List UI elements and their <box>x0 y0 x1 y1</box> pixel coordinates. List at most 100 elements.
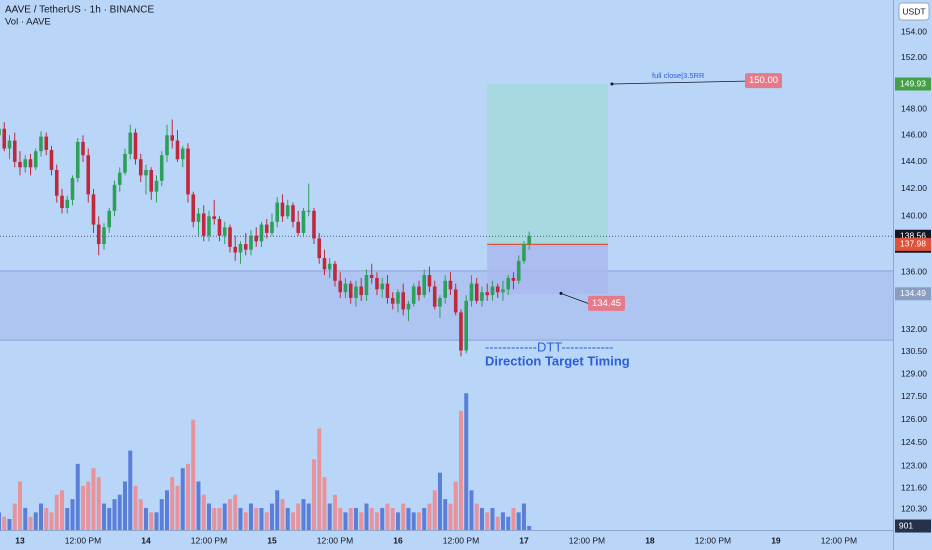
candle-body <box>375 277 379 290</box>
candle-body <box>175 140 180 160</box>
volume-bar <box>138 499 143 530</box>
volume-bar <box>280 499 285 530</box>
candle-body <box>348 283 353 298</box>
candle-body <box>191 194 196 222</box>
candle-body <box>427 275 432 287</box>
stop-note-box <box>588 295 625 311</box>
candle-body <box>254 235 259 242</box>
volume-bar <box>12 503 17 530</box>
volume-bar <box>59 490 64 530</box>
last-volume-box <box>895 519 931 533</box>
volume-bar <box>416 512 421 530</box>
volume-bar <box>38 503 43 530</box>
x-tick-label: 12:00 PM <box>191 535 227 545</box>
candle-body <box>70 178 75 200</box>
volume-bar <box>437 472 442 530</box>
candle-body <box>138 159 143 176</box>
volume-bar <box>75 463 80 530</box>
volume-bar <box>506 516 511 530</box>
candle-body <box>432 286 437 307</box>
volume-bar <box>332 494 337 530</box>
volume-bar <box>217 507 222 530</box>
volume-bar <box>164 490 169 530</box>
plot: full close|3.5RR 150.00 134.45 <box>0 71 893 530</box>
volume-bar <box>269 503 274 530</box>
candle-body <box>165 135 169 156</box>
candle-body <box>296 221 301 233</box>
volume-bar <box>511 507 516 530</box>
note-line <box>560 293 589 304</box>
volume-bar <box>338 507 343 530</box>
volume-bar <box>427 503 432 530</box>
volume-bar <box>149 512 154 530</box>
candle-body <box>474 283 479 301</box>
candle-body <box>159 155 164 181</box>
candle-body <box>312 210 316 239</box>
candle-body <box>338 280 343 293</box>
volume-bar <box>301 499 306 530</box>
volume-bar <box>86 481 91 530</box>
candle-body <box>201 213 206 236</box>
volume-bar <box>259 507 264 530</box>
candle-body <box>422 275 427 296</box>
candle-body <box>369 275 374 278</box>
volume-bar <box>112 499 117 530</box>
volume-bar <box>54 494 59 530</box>
note-dot <box>610 82 614 86</box>
candle-body <box>75 141 80 179</box>
candle-body <box>343 283 348 293</box>
candle-body <box>39 136 43 152</box>
x-tick-label: 12:00 PM <box>443 535 479 545</box>
candle-body <box>186 148 190 195</box>
candle-body <box>380 283 385 290</box>
volume-bar <box>474 503 479 530</box>
candle-body <box>396 292 400 304</box>
candle-body <box>243 244 248 250</box>
volume-bar <box>521 503 526 530</box>
candle-body <box>170 135 175 141</box>
x-tick-label: 18 <box>645 535 655 545</box>
candle-body <box>7 140 12 149</box>
candle-body <box>495 286 500 293</box>
volume-bar <box>458 410 463 530</box>
volume-bar <box>96 477 101 530</box>
volume-bar <box>175 485 180 530</box>
volume-bar <box>385 503 390 530</box>
candle-body <box>49 149 54 170</box>
volume-bar <box>264 512 269 530</box>
y-tick-label: 129.00 <box>901 368 927 378</box>
last-volume-label: 901 <box>899 520 913 530</box>
candle-body <box>112 184 117 211</box>
candle-body <box>406 303 411 310</box>
candle-body <box>0 128 1 136</box>
volume-bar <box>395 512 400 530</box>
volume-bar <box>122 481 127 530</box>
target-box <box>487 84 608 245</box>
volume-bar <box>411 512 416 530</box>
volume-bar <box>0 512 2 530</box>
currency-box[interactable] <box>898 2 930 21</box>
x-tick-label: 12:00 PM <box>569 535 605 545</box>
candle-body <box>233 246 238 253</box>
y-tick-label: 130.50 <box>901 346 927 356</box>
candle-body <box>401 292 406 310</box>
stop-box <box>487 244 608 294</box>
volume-bar <box>374 512 379 530</box>
candle-body <box>180 148 185 160</box>
volume-bar <box>432 490 437 530</box>
volume-bar <box>275 490 280 530</box>
candle-body <box>81 141 85 156</box>
volume-bar <box>206 503 211 530</box>
volume-bar <box>495 516 500 530</box>
volume-bar <box>128 450 133 530</box>
candle-body <box>196 213 201 222</box>
currency[interactable]: USDT <box>902 6 925 16</box>
candle-body <box>285 205 290 217</box>
volume-bar <box>23 507 28 530</box>
stop-price-label-box <box>895 287 931 301</box>
candle-body <box>354 286 358 298</box>
volume-bar <box>290 512 295 530</box>
volume-bar <box>185 463 190 530</box>
x-tick-label: 17 <box>519 535 529 545</box>
y-tick-label: 120.30 <box>901 503 927 513</box>
